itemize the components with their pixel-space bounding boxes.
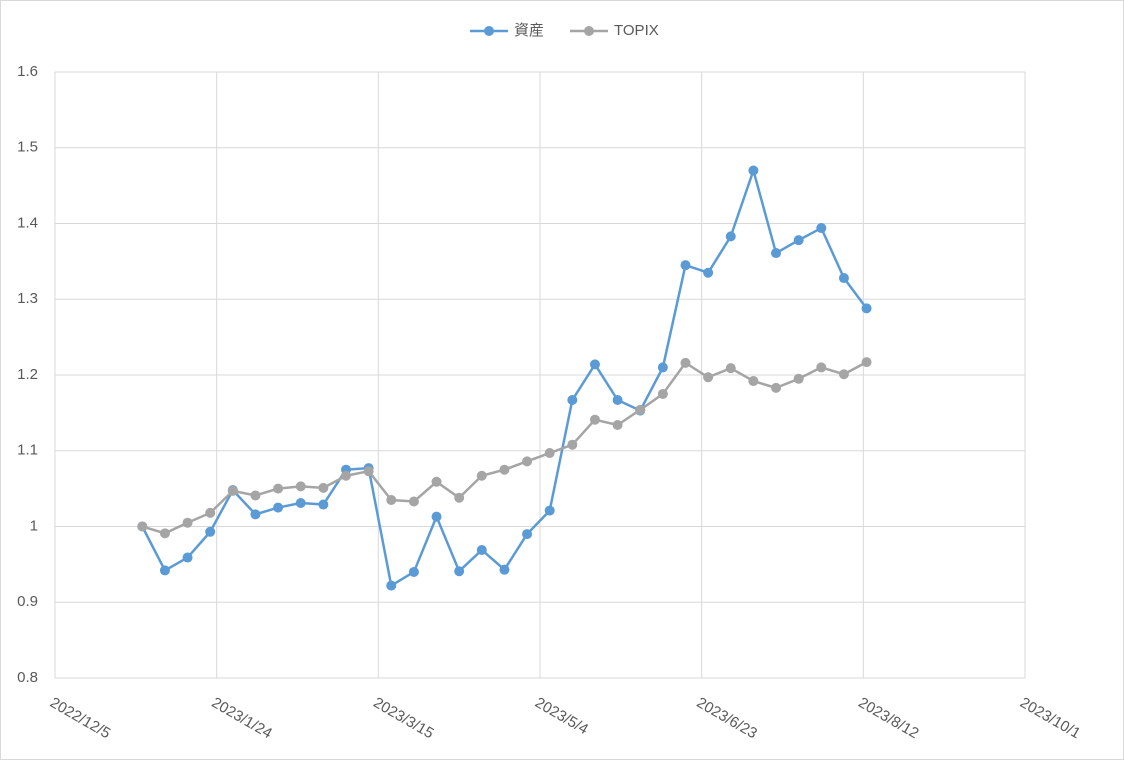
point [341,470,351,481]
point [680,357,691,368]
point [159,565,170,576]
point [748,165,759,176]
point [748,376,759,387]
point [431,511,442,522]
legend-marker [584,26,594,36]
point [544,448,555,459]
y-tick-label: 1 [30,517,38,534]
point [589,359,600,370]
point [771,382,782,393]
point [205,526,216,537]
point [250,490,261,501]
point [182,552,193,563]
point [250,509,261,520]
point [386,580,397,591]
point [159,528,170,539]
point [295,498,306,509]
point [635,404,646,415]
point [544,505,555,516]
point [499,464,510,475]
point [838,273,849,284]
point [476,470,487,481]
point [522,529,533,540]
point [295,481,306,492]
y-tick-label: 1.2 [17,366,38,383]
point [182,517,193,528]
point [318,482,329,493]
point [861,357,872,368]
point [408,566,419,577]
point [703,267,714,278]
point [612,419,623,430]
point [137,521,148,532]
point [386,494,397,505]
point [363,466,374,477]
point [703,372,714,383]
point [725,363,736,374]
point [612,394,623,405]
point [657,388,668,399]
point [567,394,578,405]
y-tick-label: 1.5 [17,139,38,156]
point [454,566,465,577]
point [318,499,329,510]
point [499,564,510,575]
point [567,439,578,450]
point [657,362,668,373]
point [793,235,804,246]
point [273,483,284,494]
y-tick-label: 1.4 [17,214,38,231]
point [838,369,849,380]
point [431,476,442,487]
y-tick-label: 1.3 [17,290,38,307]
y-tick-label: 1.6 [17,63,38,80]
point [273,502,284,513]
point [408,496,419,507]
point [816,223,827,234]
point [454,492,465,503]
point [680,260,691,271]
point [522,456,533,467]
point [771,248,782,259]
point [589,414,600,425]
point [476,544,487,555]
point [205,507,216,518]
y-tick-label: 0.8 [17,669,38,686]
legend-label: 資産 [514,22,544,39]
point [725,231,736,242]
y-tick-label: 1.1 [17,442,38,459]
point [816,362,827,373]
legend-label: TOPIX [614,22,659,39]
y-tick-label: 0.9 [17,593,38,610]
point [227,485,238,496]
legend-marker [484,26,494,36]
point [793,373,804,384]
point [861,303,872,314]
